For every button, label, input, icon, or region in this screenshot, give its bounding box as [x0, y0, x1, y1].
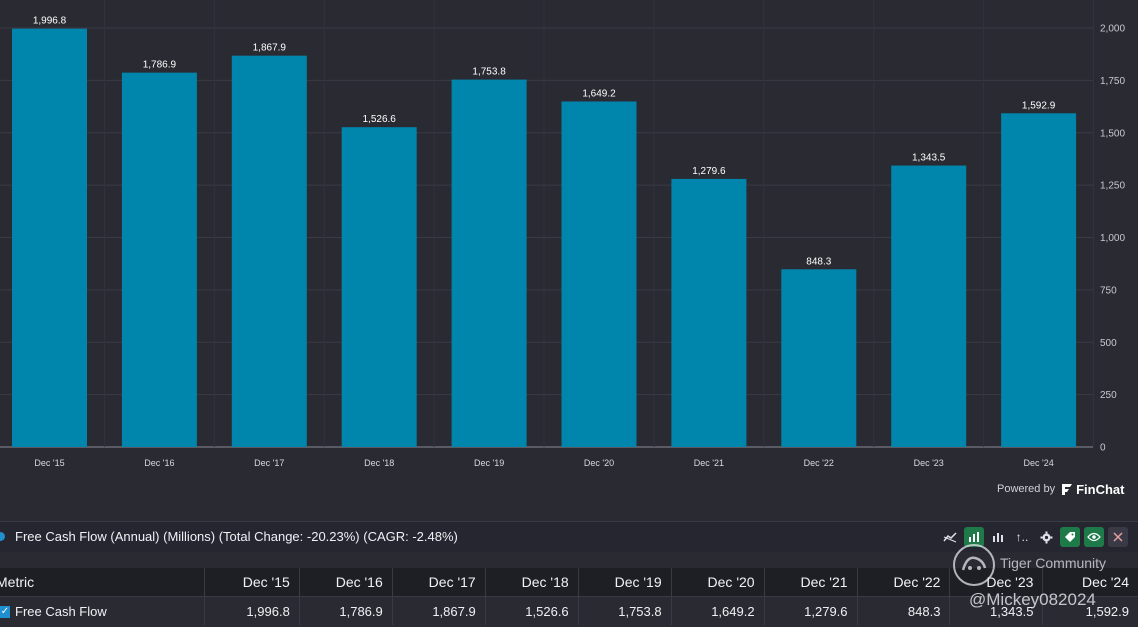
x-tick-label: Dec '19 — [474, 458, 504, 468]
bar[interactable] — [341, 127, 417, 447]
column-header[interactable]: Dec '23 — [949, 568, 1043, 597]
table-row: ✓ Free Cash Flow 1,996.8 1,786.9 1,867.9 … — [0, 596, 1138, 625]
bar-value-label: 1,649.2 — [582, 88, 616, 99]
x-tick-label: Dec '16 — [144, 458, 174, 468]
bar[interactable] — [12, 28, 87, 447]
table-cell: 1,343.5 — [949, 596, 1043, 625]
x-tick-label: Dec '22 — [804, 458, 834, 468]
metric-title: Free Cash Flow (Annual) (Millions) (Tota… — [15, 529, 458, 544]
bar[interactable] — [561, 101, 637, 447]
y-tick-label: 0 — [1100, 443, 1106, 454]
bar-chart-icon[interactable] — [964, 527, 984, 547]
x-tick-label: Dec '20 — [584, 458, 614, 468]
eye-icon[interactable] — [1084, 527, 1104, 547]
bar[interactable] — [451, 79, 527, 447]
column-header[interactable]: Dec '20 — [670, 568, 765, 597]
column-header[interactable]: Dec '17 — [391, 568, 486, 597]
bar[interactable] — [891, 165, 967, 447]
bar-value-label: 1,526.6 — [363, 114, 397, 125]
x-tick-label: Dec '24 — [1023, 458, 1053, 468]
table-cell: 1,649.2 — [670, 596, 765, 625]
bar-value-label: 1,786.9 — [143, 60, 177, 71]
x-tick-label: Dec '21 — [694, 458, 724, 468]
y-tick-label: 250 — [1100, 390, 1117, 401]
sort-icon[interactable]: ↑.. — [1015, 530, 1029, 544]
column-header[interactable]: Dec '22 — [856, 568, 950, 597]
bar[interactable] — [781, 269, 857, 447]
bar[interactable] — [671, 178, 747, 447]
y-tick-label: 500 — [1100, 338, 1117, 349]
free-cash-flow-chart: 1,996.8 1,786.9 1,867.9 1,526.6 1,753.8 1,649… — [0, 15, 1126, 468]
powered-by-label: Powered by — [997, 483, 1056, 495]
column-header[interactable]: Dec '19 — [577, 568, 672, 597]
table-cell: 1,786.9 — [298, 596, 393, 625]
series-color-dot — [0, 532, 5, 541]
bar[interactable] — [1001, 113, 1077, 448]
column-header[interactable]: Dec '15 — [203, 568, 300, 597]
trend-icon[interactable] — [940, 527, 960, 547]
x-tick-label: Dec '15 — [34, 458, 64, 468]
column-header[interactable]: Dec '18 — [484, 568, 579, 597]
row-metric-cell[interactable]: ✓ Free Cash Flow — [0, 596, 205, 625]
bar-value-label: 1,867.9 — [253, 43, 287, 54]
y-tick-label: 2,000 — [1100, 24, 1125, 35]
table-cell: 1,867.9 — [391, 596, 486, 625]
chart-toolbar: ↑.. — [940, 526, 1128, 548]
table-cell: 1,279.6 — [763, 596, 858, 625]
gear-icon[interactable] — [1036, 527, 1056, 547]
bar-value-label: 848.3 — [806, 256, 831, 267]
y-tick-label: 750 — [1100, 285, 1117, 296]
y-tick-label: 1,750 — [1100, 76, 1125, 87]
x-tick-label: Dec '23 — [914, 458, 944, 468]
y-tick-label: 1,000 — [1100, 233, 1125, 244]
table-cell: 1,753.8 — [577, 596, 672, 625]
y-axis-ticks: 0 250 500 750 1,000 1,250 1,500 1,750 2,000 — [1100, 24, 1125, 454]
finchat-logo: FinChat — [1061, 482, 1124, 497]
column-header-metric[interactable]: Metric — [0, 568, 205, 597]
bar-value-label: 1,996.8 — [33, 16, 67, 27]
finchat-brand: FinChat — [1076, 481, 1125, 497]
y-tick-label: 1,500 — [1100, 128, 1125, 139]
tag-icon[interactable] — [1060, 527, 1080, 547]
metric-header-bar: Free Cash Flow (Annual) (Millions) (Tota… — [0, 521, 1138, 552]
table-cell: 848.3 — [856, 596, 950, 625]
table-cell: 1,526.6 — [484, 596, 579, 625]
powered-by[interactable]: Powered by FinChat — [997, 480, 1124, 498]
close-icon[interactable] — [1108, 527, 1128, 547]
bar[interactable] — [121, 72, 197, 448]
bar-value-label: 1,753.8 — [472, 67, 506, 78]
row-metric-label: Free Cash Flow — [15, 603, 107, 619]
checkbox-checked-icon[interactable]: ✓ — [0, 606, 10, 619]
bar-value-label: 1,592.9 — [1022, 100, 1056, 111]
bar-chart-alt-icon[interactable] — [988, 527, 1008, 547]
bar-value-label: 1,343.5 — [912, 153, 946, 164]
column-header[interactable]: Dec '16 — [298, 568, 393, 597]
table-cell: 1,996.8 — [203, 596, 300, 625]
bars — [12, 28, 1077, 448]
column-header[interactable]: Dec '24 — [1042, 568, 1138, 597]
table-header-row: Metric Dec '15 Dec '16 Dec '17 Dec '18 D… — [0, 568, 1138, 597]
data-labels: 1,996.8 1,786.9 1,867.9 1,526.6 1,753.8 1,649… — [33, 16, 1056, 268]
x-tick-label: Dec '17 — [254, 458, 284, 468]
x-tick-label: Dec '18 — [364, 458, 394, 468]
table-cell: 1,592.9 — [1042, 596, 1138, 625]
x-axis-ticks: Dec '15 Dec '16 Dec '17 Dec '18 Dec '19 Dec '… — [34, 458, 1053, 468]
finchat-logo-icon — [1062, 483, 1073, 495]
bar-value-label: 1,279.6 — [692, 166, 726, 177]
y-tick-label: 1,250 — [1100, 181, 1125, 192]
column-header[interactable]: Dec '21 — [763, 568, 858, 597]
data-table: Metric Dec '15 Dec '16 Dec '17 Dec '18 D… — [0, 568, 1138, 625]
bar[interactable] — [231, 55, 307, 447]
